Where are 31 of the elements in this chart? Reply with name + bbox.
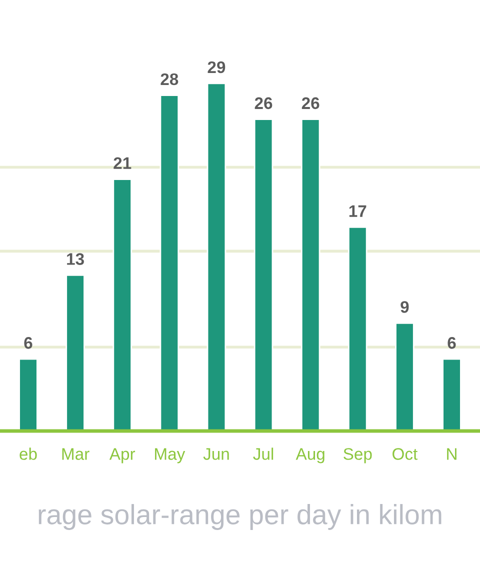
- bar: [66, 274, 85, 431]
- x-tick-label: Jun: [203, 448, 229, 460]
- data-label: 29: [208, 61, 226, 74]
- bar: [442, 358, 462, 431]
- x-tick-label: eb: [20, 448, 37, 460]
- data-label: 9: [400, 301, 409, 313]
- bar: [395, 322, 414, 431]
- bar: [348, 226, 368, 431]
- x-tick-label: Mar: [62, 448, 90, 460]
- bar: [18, 358, 38, 431]
- data-label: 26: [302, 97, 320, 110]
- text: rage solar-range per day in kilom: [38, 504, 442, 530]
- bar: [160, 94, 180, 431]
- x-tick-label: Aug: [296, 448, 324, 464]
- bar: [254, 118, 274, 431]
- data-label: 17: [349, 205, 366, 217]
- data-label: 21: [114, 157, 132, 169]
- data-label: 6: [24, 337, 32, 349]
- x-tick-label: Oct: [392, 448, 418, 460]
- bar: [112, 178, 132, 431]
- x-tick-label: May: [155, 448, 186, 464]
- data-label: 6: [448, 337, 456, 349]
- x-tick-label: N: [447, 448, 456, 460]
- x-tick-label: Apr: [109, 448, 136, 464]
- x-tick-label: Sep: [344, 448, 372, 464]
- data-label: 28: [160, 73, 178, 86]
- data-label: 13: [67, 253, 84, 265]
- bar: [206, 82, 226, 431]
- bar: [300, 118, 320, 431]
- data-label: 26: [254, 97, 272, 110]
- x-tick-label: Jul: [253, 448, 274, 460]
